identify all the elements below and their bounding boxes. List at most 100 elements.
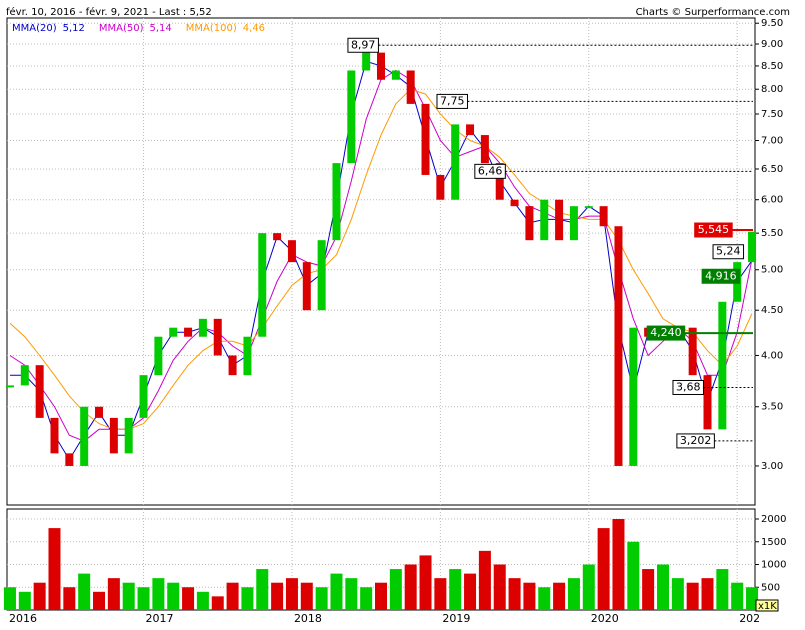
volume-bar <box>137 587 150 610</box>
candle <box>748 231 757 263</box>
y-tick-label: 8.50 <box>761 61 783 72</box>
candle <box>406 70 415 104</box>
annotation-box <box>701 268 741 284</box>
candle <box>317 240 326 311</box>
volume-bar <box>567 578 580 610</box>
y-tick-label: 1500 <box>761 537 786 548</box>
candle <box>629 327 638 466</box>
annotation-label: 4,916 <box>705 269 737 282</box>
candle <box>198 318 207 337</box>
volume-bar <box>597 528 610 610</box>
annotation-label: 6,46 <box>478 164 503 177</box>
candle <box>139 375 148 418</box>
volume-bar <box>271 582 284 610</box>
candle <box>466 124 475 136</box>
annotation-label: 4,240 <box>650 326 682 339</box>
candle <box>614 226 623 466</box>
volume-bar <box>523 582 536 610</box>
volume-bar <box>449 569 462 610</box>
volume-bar <box>78 573 91 610</box>
candle <box>124 417 133 454</box>
candle <box>421 103 430 175</box>
price-annotation: 3,202 <box>676 433 753 449</box>
y-tick-label: 500 <box>761 582 780 593</box>
y-tick-label: 8.00 <box>761 84 783 95</box>
candle <box>20 365 29 386</box>
moving-average-line <box>9 88 753 430</box>
price-annotation: 3,68 <box>672 379 753 395</box>
volume-bar <box>48 528 61 610</box>
volume-bar <box>642 569 655 610</box>
x-tick-label: 202 <box>739 612 760 625</box>
y-tick-label: 7.50 <box>761 109 783 120</box>
y-tick-label: 3.00 <box>761 461 783 472</box>
legend-label: MMA(100) <box>186 23 237 34</box>
volume-bar <box>731 582 744 610</box>
volume-bar <box>434 578 447 610</box>
candle <box>302 262 311 311</box>
y-tick-label: 6.50 <box>761 164 783 175</box>
volume-bar <box>182 587 195 610</box>
candle <box>258 233 267 337</box>
y-tick-label: 1000 <box>761 560 786 571</box>
volume-unit-label: x1K <box>758 601 777 612</box>
candle <box>169 327 178 337</box>
volume-unit: x1K <box>755 599 779 612</box>
candle <box>703 375 712 430</box>
candle <box>391 70 400 80</box>
candle <box>228 355 237 376</box>
candle <box>480 135 489 164</box>
candle <box>80 406 89 466</box>
legend-label: MMA(20) <box>12 23 57 34</box>
candle <box>347 70 356 164</box>
candle <box>718 301 727 430</box>
y-tick-label: 3.50 <box>761 402 783 413</box>
price-annotation: 5,24 <box>712 244 745 260</box>
annotation-label: 7,75 <box>440 94 465 107</box>
volume-bar <box>508 578 521 610</box>
candle <box>243 336 252 376</box>
volume-bar <box>627 541 640 610</box>
legend-value: 4,46 <box>243 23 265 34</box>
y-tick-label: 7.00 <box>761 136 783 147</box>
volume-bar <box>553 582 566 610</box>
volume-bar <box>612 519 625 610</box>
candle <box>362 52 371 71</box>
legend-label: MMA(50) <box>99 23 144 34</box>
candle <box>377 52 385 80</box>
y-tick-label: 9.50 <box>761 18 783 29</box>
volume-bar <box>478 550 491 610</box>
price-annotation: 6,46 <box>474 163 753 179</box>
annotation-label: 5,24 <box>716 245 741 258</box>
volume-bar <box>226 582 239 610</box>
volume-bar <box>300 582 313 610</box>
y-tick-label: 5.50 <box>761 228 783 239</box>
volume-bar <box>345 578 358 610</box>
candle <box>35 365 44 418</box>
x-tick-label: 2018 <box>294 612 322 625</box>
candle <box>510 199 519 207</box>
volume-bar <box>701 578 714 610</box>
y-tick-label: 2000 <box>761 514 786 525</box>
volume-bar <box>93 591 106 610</box>
y-tick-label: 4.50 <box>761 305 783 316</box>
legend-value: 5,14 <box>150 23 172 34</box>
legend-value: 5,12 <box>63 23 85 34</box>
volume-bar <box>152 578 165 610</box>
volume-bar <box>493 564 506 610</box>
candle <box>154 336 163 376</box>
candle <box>599 206 608 227</box>
volume-bar <box>33 582 46 610</box>
candle <box>213 318 222 356</box>
x-tick-label: 2020 <box>591 612 619 625</box>
candle <box>688 327 697 376</box>
annotation-label: 3,68 <box>676 380 701 393</box>
volume-bar <box>107 578 120 610</box>
volume-bar <box>716 569 729 610</box>
y-tick-label: 4.00 <box>761 350 783 361</box>
x-tick-label: 2017 <box>146 612 174 625</box>
volume-bar <box>464 573 477 610</box>
volume-bar <box>538 587 551 610</box>
volume-bar <box>241 587 254 610</box>
